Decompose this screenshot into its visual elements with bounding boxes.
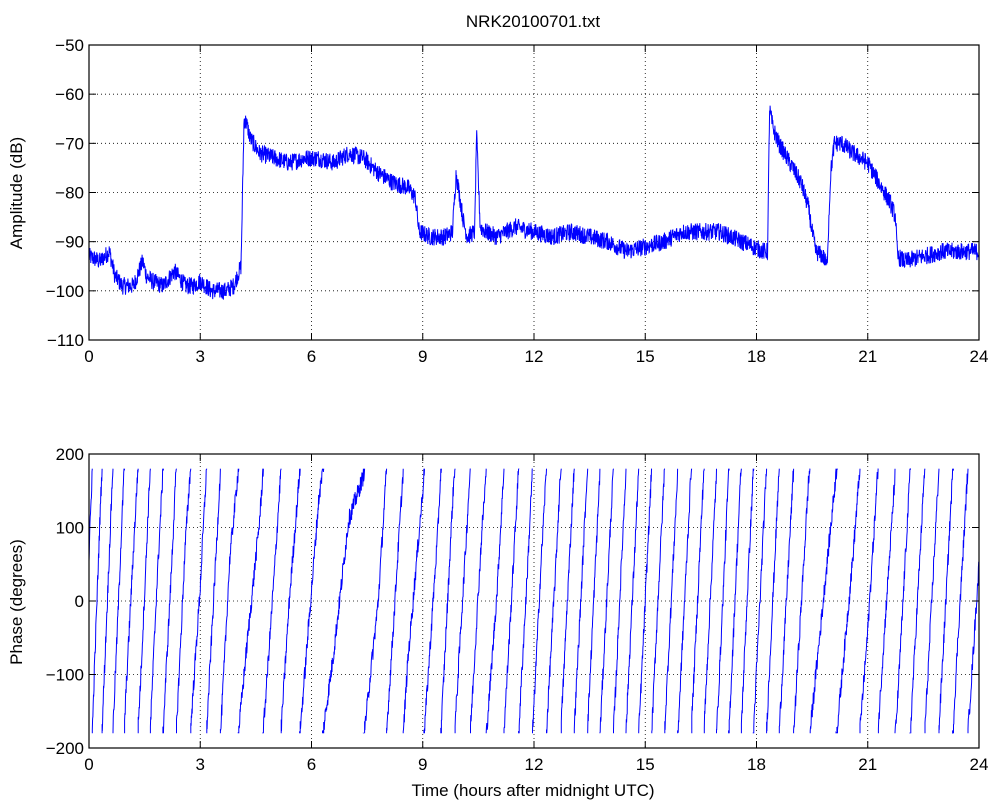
phase-series-line-0	[88, 468, 980, 734]
phase-x-tick-label: 6	[307, 755, 316, 774]
amplitude-y-tick-label: −110	[47, 331, 84, 350]
amplitude-y-tick-label: −50	[55, 36, 84, 55]
phase-x-tick-label: 24	[970, 755, 989, 774]
phase-x-axis-label: Time (hours after midnight UTC)	[411, 781, 654, 800]
phase-x-tick-label: 0	[84, 755, 93, 774]
amplitude-y-tick-label: −90	[55, 233, 84, 252]
phase-x-tick-label: 9	[418, 755, 427, 774]
amplitude-series-line-0	[88, 105, 980, 300]
amplitude-plot-title: NRK20100701.txt	[466, 12, 600, 31]
amplitude-y-tick-label: −100	[46, 282, 84, 301]
phase-y-tick-label: −100	[46, 666, 84, 685]
amplitude-x-tick-label: 12	[525, 347, 544, 366]
amplitude-subplot: NRK20100701.txt Amplitude (dB) 0 3 6 9 12 15 1…	[7, 12, 988, 366]
amplitude-y-tick-label: −60	[55, 85, 84, 104]
amplitude-y-tick-label: −70	[55, 134, 84, 153]
phase-x-tick-label: 18	[747, 755, 766, 774]
phase-y-tick-label: 0	[75, 592, 84, 611]
amplitude-x-tick-label: 21	[858, 347, 877, 366]
phase-x-tick-label: 12	[525, 755, 544, 774]
amplitude-x-tick-label: 9	[418, 347, 427, 366]
phase-x-tick-label: 3	[196, 755, 205, 774]
phase-y-tick-label: 100	[56, 519, 84, 538]
amplitude-x-tick-label: 3	[196, 347, 205, 366]
phase-x-tick-label: 15	[636, 755, 655, 774]
amplitude-x-tick-label: 24	[970, 347, 989, 366]
amplitude-x-tick-label: 0	[84, 347, 93, 366]
amplitude-x-tick-label: 6	[307, 347, 316, 366]
phase-subplot: Phase (degrees) Time (hours after midnig…	[7, 445, 988, 800]
phase-y-tick-label: 200	[56, 445, 84, 464]
amplitude-x-tick-label: 18	[747, 347, 766, 366]
amplitude-x-tick-label: 15	[636, 347, 655, 366]
phase-x-tick-label: 21	[858, 755, 877, 774]
phase-y-axis-label: Phase (degrees)	[7, 539, 26, 665]
amplitude-y-axis-label: Amplitude (dB)	[7, 137, 26, 249]
phase-y-tick-label: −200	[46, 739, 84, 758]
amplitude-y-tick-label: −80	[55, 184, 84, 203]
